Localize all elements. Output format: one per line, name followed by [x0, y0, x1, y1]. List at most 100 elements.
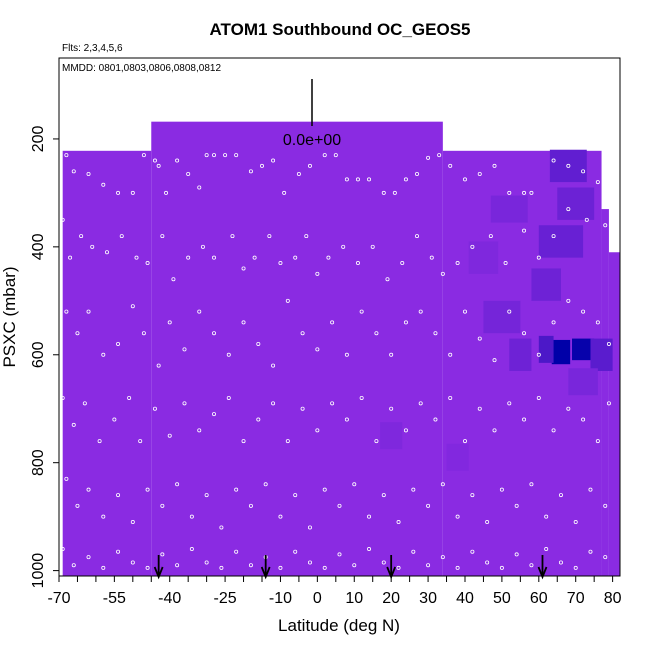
sample-point	[75, 503, 80, 508]
sample-point	[522, 417, 527, 422]
sample-point	[433, 331, 438, 336]
sample-point	[278, 261, 283, 266]
y-axis: 200 400 600 800 1000	[30, 125, 59, 588]
sample-point	[285, 298, 290, 303]
sample-point	[573, 520, 578, 525]
anomaly-cell	[490, 195, 528, 223]
sample-point	[300, 406, 305, 411]
sample-point	[256, 341, 261, 346]
sample-point	[278, 514, 283, 519]
sample-point	[551, 428, 556, 433]
sample-point	[415, 172, 420, 177]
sample-point	[522, 228, 527, 233]
x-tick-label: 10	[345, 590, 363, 607]
sample-point	[367, 177, 372, 182]
sample-point	[352, 563, 357, 568]
sample-point	[145, 565, 150, 570]
sample-point	[566, 163, 571, 168]
sample-point	[367, 514, 372, 519]
sample-point	[212, 255, 217, 260]
x-tick-label: -40	[158, 590, 181, 607]
x-tick-label: 70	[567, 590, 585, 607]
sample-point	[389, 406, 394, 411]
sample-point	[315, 271, 320, 276]
sample-point	[138, 439, 143, 444]
x-axis: -70 -55 -40 -25 -10 0 10 20 30 40 50 60 70 80	[47, 576, 622, 607]
sample-point	[385, 277, 390, 282]
coverage-cell	[62, 150, 152, 576]
sample-point	[522, 331, 527, 336]
sample-point	[130, 560, 135, 565]
sample-point	[558, 560, 563, 565]
sample-point	[60, 217, 65, 222]
sample-point	[374, 331, 379, 336]
sample-point	[71, 563, 76, 568]
sample-point	[455, 565, 460, 570]
sample-point	[544, 547, 549, 552]
y-tick-label: 1000	[30, 553, 47, 589]
sample-point	[426, 503, 431, 508]
sample-point	[204, 493, 209, 498]
sample-point	[333, 153, 338, 158]
sample-point	[197, 428, 202, 433]
sample-point	[189, 547, 194, 552]
sample-point	[514, 552, 519, 557]
anomaly-cell	[509, 338, 532, 371]
anomaly-cell	[446, 443, 469, 471]
sample-point	[492, 358, 497, 363]
sample-point	[440, 555, 445, 560]
y-tick-label: 200	[30, 125, 47, 152]
sample-point	[566, 406, 571, 411]
sample-point	[186, 172, 191, 177]
sample-point	[278, 565, 283, 570]
sample-point	[60, 395, 65, 400]
sample-point	[440, 271, 445, 276]
sample-point	[171, 277, 176, 282]
sample-point	[64, 153, 69, 158]
sample-point	[488, 234, 493, 239]
sample-point	[337, 503, 342, 508]
plot-area	[60, 121, 620, 580]
sample-point	[433, 417, 438, 422]
coverage-cell	[151, 121, 443, 576]
sample-point	[71, 422, 76, 427]
sample-point	[529, 482, 534, 487]
sample-point	[271, 363, 276, 368]
sample-point	[90, 244, 95, 249]
sample-point	[326, 255, 331, 260]
sample-point	[282, 190, 287, 195]
sample-point	[285, 439, 290, 444]
sample-point	[315, 347, 320, 352]
sample-point	[212, 153, 217, 158]
sample-point	[396, 520, 401, 525]
anomaly-cell	[531, 268, 561, 301]
sample-point	[603, 503, 608, 508]
anomaly-cell	[538, 335, 554, 363]
sample-point	[116, 549, 121, 554]
sample-point	[130, 190, 135, 195]
x-tick-label: -55	[103, 590, 126, 607]
sample-point	[381, 493, 386, 498]
sample-point	[152, 406, 157, 411]
profile-arrow-head	[153, 566, 164, 580]
profile-arrow-head	[260, 566, 271, 580]
sample-point	[595, 320, 600, 325]
x-tick-label: 40	[456, 590, 474, 607]
sample-point	[448, 395, 453, 400]
sample-point	[448, 352, 453, 357]
sample-point	[86, 309, 91, 314]
flights-subtitle: Flts: 2,3,4,5,6	[62, 43, 123, 54]
sample-point	[367, 547, 372, 552]
x-tick-label: -10	[269, 590, 292, 607]
sample-point	[134, 255, 139, 260]
coverage-cell	[601, 209, 609, 577]
sample-point	[241, 439, 246, 444]
sample-point	[204, 153, 209, 158]
profile-arrow-head	[537, 566, 548, 580]
sample-point	[197, 185, 202, 190]
sample-point	[485, 520, 490, 525]
sample-point	[75, 331, 80, 336]
sample-point	[514, 503, 519, 508]
sample-point	[241, 320, 246, 325]
legend-label: 0.0e+00	[283, 132, 341, 149]
